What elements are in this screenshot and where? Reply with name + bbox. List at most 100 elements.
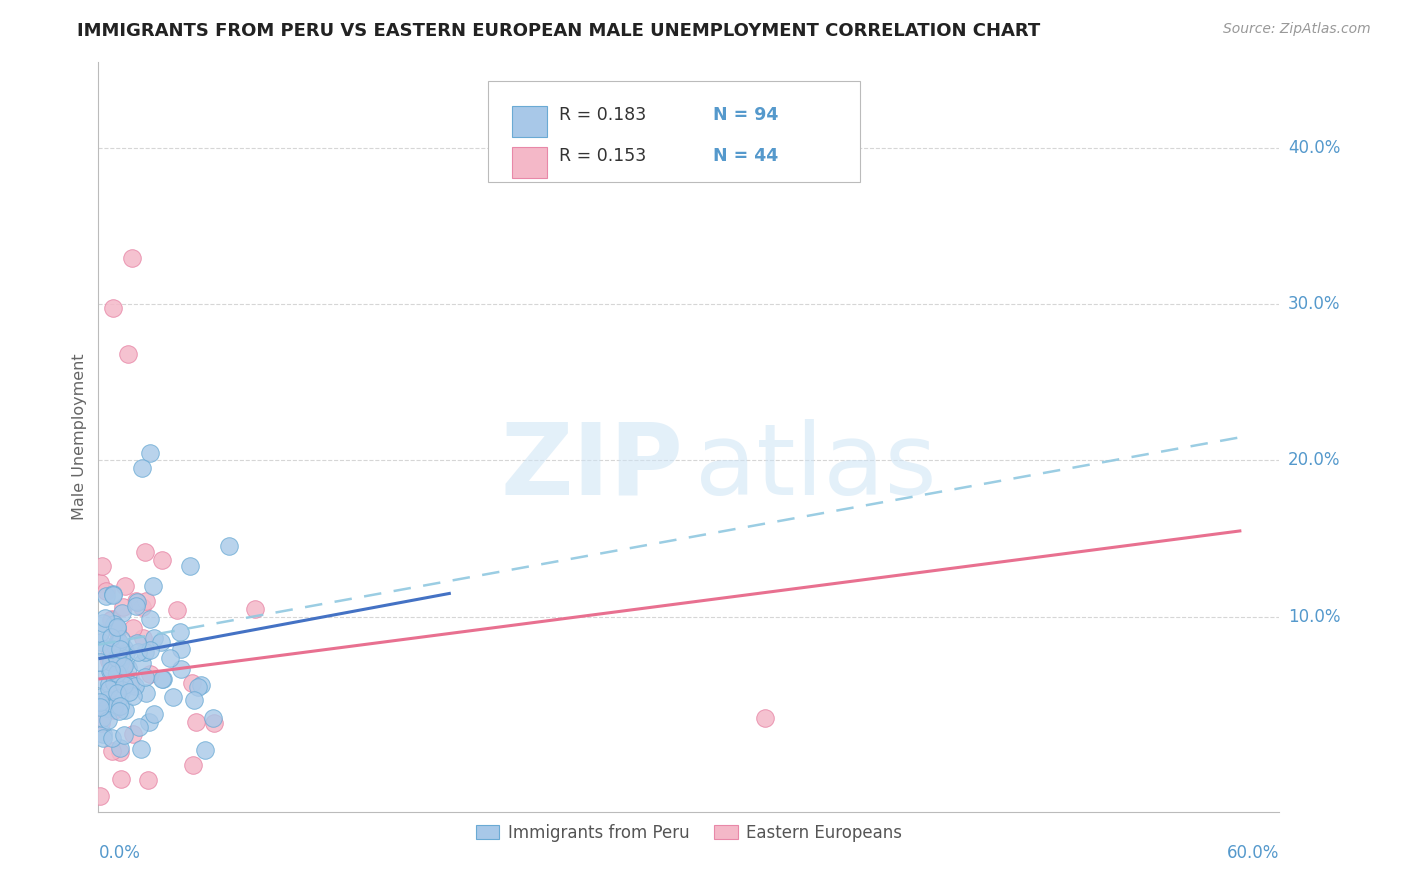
- Point: [108, 665, 131, 680]
- Point: [90, 711, 112, 725]
- Point: [112, 678, 135, 692]
- Point: [97, 713, 120, 727]
- Point: [98, 648, 121, 663]
- Legend: Immigrants from Peru, Eastern Europeans: Immigrants from Peru, Eastern Europeans: [470, 817, 908, 848]
- Point: [90, 715, 112, 730]
- Point: [754, 711, 776, 725]
- Point: [97, 698, 120, 713]
- Point: [90, 634, 112, 648]
- Point: [139, 667, 162, 681]
- Point: [125, 594, 148, 608]
- Point: [93, 616, 115, 631]
- Point: [100, 744, 122, 758]
- Point: [107, 634, 129, 648]
- Point: [108, 741, 131, 756]
- Point: [218, 539, 240, 553]
- Point: [105, 686, 128, 700]
- Text: 40.0%: 40.0%: [1288, 139, 1340, 157]
- Point: [105, 624, 128, 639]
- FancyBboxPatch shape: [512, 105, 547, 137]
- Point: [101, 301, 124, 315]
- Point: [97, 654, 120, 668]
- Point: [121, 251, 143, 265]
- Point: [103, 587, 125, 601]
- Point: [143, 632, 166, 646]
- Point: [101, 648, 124, 663]
- Point: [93, 611, 115, 625]
- Point: [110, 772, 132, 787]
- Point: [120, 673, 142, 687]
- Point: [100, 613, 122, 627]
- Point: [187, 680, 209, 694]
- Point: [101, 698, 124, 713]
- Point: [243, 602, 266, 616]
- Point: [134, 645, 156, 659]
- Point: [162, 690, 184, 704]
- FancyBboxPatch shape: [488, 81, 860, 182]
- Point: [96, 693, 118, 707]
- Point: [110, 745, 132, 759]
- Point: [127, 645, 149, 659]
- Point: [125, 599, 148, 614]
- Point: [111, 606, 134, 620]
- Point: [105, 620, 128, 634]
- Point: [139, 612, 162, 626]
- Text: 30.0%: 30.0%: [1288, 295, 1340, 313]
- Point: [135, 686, 157, 700]
- Point: [142, 579, 165, 593]
- Point: [104, 639, 127, 653]
- Point: [121, 621, 143, 635]
- Point: [136, 772, 159, 787]
- Point: [89, 575, 111, 590]
- Point: [128, 720, 150, 734]
- Point: [98, 676, 121, 690]
- Point: [90, 690, 112, 704]
- Point: [194, 742, 217, 756]
- Point: [100, 641, 122, 656]
- Point: [149, 635, 172, 649]
- Text: Source: ZipAtlas.com: Source: ZipAtlas.com: [1223, 22, 1371, 37]
- Point: [93, 699, 115, 714]
- Point: [100, 656, 122, 670]
- Point: [91, 731, 114, 745]
- Point: [110, 632, 132, 647]
- Point: [134, 544, 156, 558]
- Text: R = 0.183: R = 0.183: [560, 105, 647, 123]
- Point: [110, 698, 132, 713]
- Point: [131, 656, 153, 670]
- Point: [127, 595, 149, 609]
- Point: [170, 662, 193, 676]
- Point: [103, 700, 125, 714]
- Point: [105, 666, 128, 681]
- Point: [96, 701, 118, 715]
- Point: [100, 630, 122, 644]
- Point: [98, 664, 121, 678]
- Point: [202, 711, 225, 725]
- Point: [107, 704, 129, 718]
- Point: [166, 603, 188, 617]
- Point: [89, 695, 111, 709]
- Point: [169, 624, 191, 639]
- FancyBboxPatch shape: [512, 147, 547, 178]
- Point: [112, 728, 135, 742]
- Point: [89, 789, 111, 804]
- Point: [90, 673, 112, 687]
- Point: [125, 636, 148, 650]
- Point: [110, 682, 132, 697]
- Point: [101, 612, 124, 626]
- Point: [89, 655, 111, 669]
- Point: [134, 670, 156, 684]
- Point: [152, 672, 174, 686]
- Point: [169, 641, 191, 656]
- Point: [183, 758, 205, 772]
- Point: [112, 658, 135, 673]
- Point: [100, 663, 122, 677]
- Point: [132, 631, 155, 645]
- Text: 10.0%: 10.0%: [1288, 607, 1340, 625]
- Point: [108, 656, 131, 670]
- Text: R = 0.153: R = 0.153: [560, 146, 647, 165]
- Point: [139, 446, 162, 460]
- Point: [114, 646, 136, 660]
- Point: [131, 461, 153, 475]
- Point: [131, 599, 153, 614]
